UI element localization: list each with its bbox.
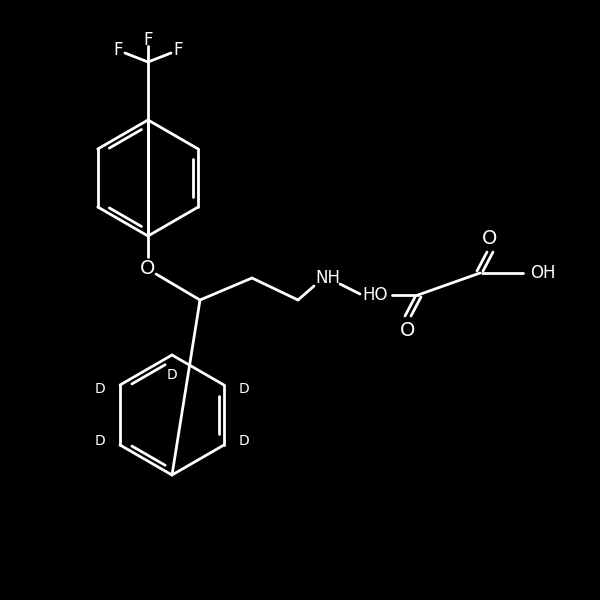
Text: D: D xyxy=(239,434,250,448)
Text: F: F xyxy=(143,31,153,49)
Text: O: O xyxy=(482,229,497,247)
Text: O: O xyxy=(400,320,416,340)
Text: O: O xyxy=(140,259,155,277)
Text: OH: OH xyxy=(530,264,556,282)
Text: D: D xyxy=(239,382,250,396)
Text: HO: HO xyxy=(362,286,388,304)
Text: D: D xyxy=(95,434,106,448)
Text: F: F xyxy=(173,41,183,59)
Text: D: D xyxy=(167,368,178,382)
Text: D: D xyxy=(95,382,106,396)
Text: F: F xyxy=(113,41,123,59)
Text: NH: NH xyxy=(316,269,341,287)
